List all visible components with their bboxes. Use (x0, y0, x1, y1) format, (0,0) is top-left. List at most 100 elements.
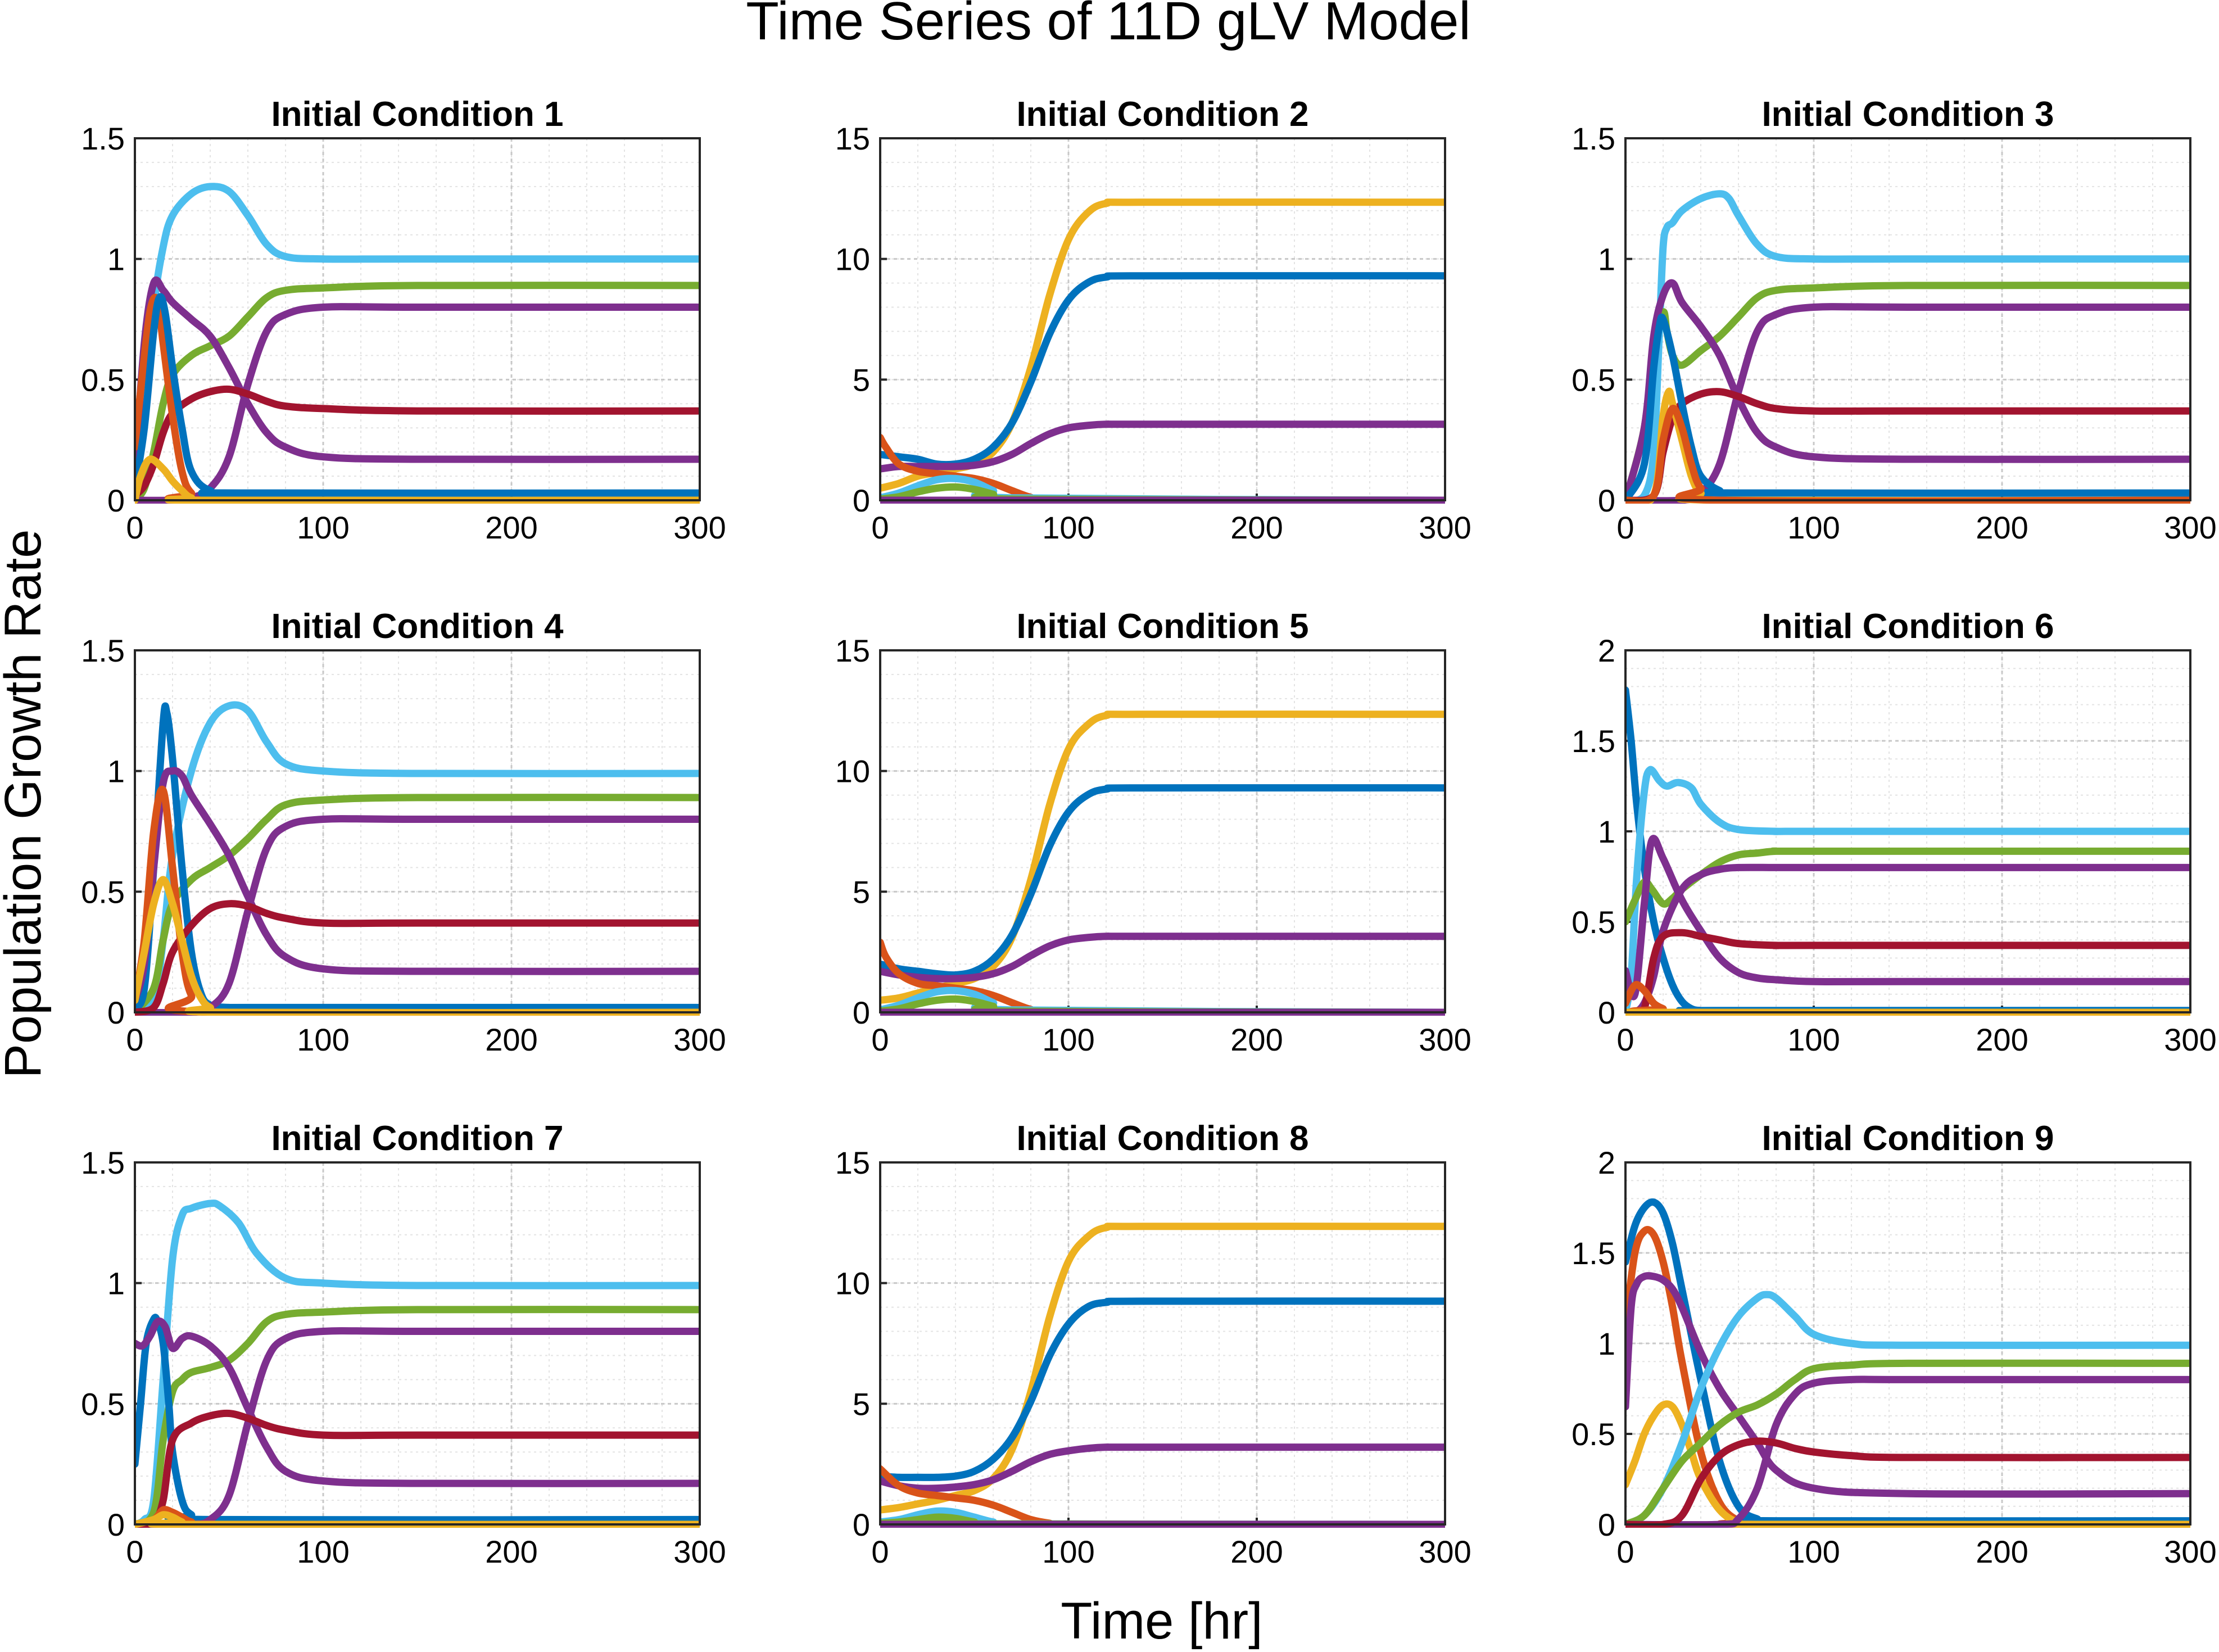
series-line-purple (135, 276, 700, 475)
y-tick-label: 15 (835, 1145, 870, 1180)
y-axis-label: Population Growth Rate (0, 529, 52, 1079)
figure-title: Time Series of 11D gLV Model (746, 0, 1470, 51)
series-line-cyan (135, 1200, 700, 1528)
plot-area (879, 649, 1446, 1013)
x-tick-label: 100 (297, 510, 349, 545)
series-line-red (1625, 929, 2190, 1016)
subplot-title: Initial Condition 5 (1016, 607, 1308, 646)
subplot: 0 100 200 300 0 0.5 1 1.5 Initial Condition 1 (81, 95, 726, 545)
series-line-cyan (1625, 1291, 2190, 1528)
plot-area (134, 137, 701, 501)
y-tick-label: 2 (1598, 1145, 1615, 1180)
subplot: 0 100 200 300 0 0.5 1 1.5 2 Initial Condition 9 (1572, 1119, 2217, 1569)
x-tick-label: 300 (1419, 1534, 1471, 1569)
series-line-red (135, 900, 700, 1016)
plot-frame (879, 1161, 1446, 1526)
x-tick-label: 0 (1616, 510, 1634, 545)
series-line-purple (880, 420, 1445, 473)
y-tick-label: 10 (835, 242, 870, 277)
series-line-purple (1625, 1272, 2190, 1498)
series-line-red (135, 1409, 700, 1528)
plot-area (134, 649, 701, 1013)
x-tick-label: 0 (1616, 1534, 1634, 1569)
subplot-title: Initial Condition 6 (1761, 607, 2054, 646)
subplot-title: Initial Condition 2 (1016, 95, 1308, 134)
plot-frame (1624, 137, 2191, 501)
x-tick-label: 100 (1787, 1022, 1840, 1057)
x-tick-label: 300 (2164, 510, 2216, 545)
series-line-purple (1625, 835, 2190, 1001)
plot-area (879, 137, 1446, 501)
x-tick-label: 200 (1230, 510, 1283, 545)
y-tick-label: 0.5 (1572, 904, 1615, 940)
series-line-red (135, 385, 700, 499)
series-line-cyan (1625, 766, 2190, 1016)
y-tick-label: 0 (1598, 483, 1615, 518)
y-tick-label: 5 (853, 874, 870, 909)
series-group (135, 1200, 700, 1528)
x-tick-label: 300 (1419, 510, 1471, 545)
y-tick-label: 1 (1598, 1326, 1615, 1361)
y-tick-label: 5 (853, 1386, 870, 1422)
x-tick-label: 200 (1230, 1534, 1283, 1569)
series-line-blue (880, 1297, 1445, 1481)
series-line-purple (880, 933, 1445, 983)
y-tick-label: 5 (853, 362, 870, 397)
series-line-blue (135, 293, 700, 497)
x-axis-label: Time [hr] (1061, 1592, 1263, 1650)
subplot: 0 100 200 300 0 0.5 1 1.5 2 Initial Condition 6 (1572, 607, 2217, 1057)
series-group (1625, 190, 2190, 504)
series-line-cyan (1625, 190, 2190, 504)
subplot-title: Initial Condition 8 (1016, 1119, 1308, 1158)
y-tick-label: 0 (853, 1507, 870, 1542)
x-tick-label: 300 (2164, 1534, 2216, 1569)
series-group (135, 701, 700, 1016)
subplot: 0 100 200 300 0 5 10 15 Initial Condition 8 (835, 1119, 1471, 1569)
y-tick-label: 10 (835, 754, 870, 789)
series-line-green (135, 282, 700, 504)
subplot: 0 100 200 300 0 0.5 1 1.5 Initial Condition 4 (81, 607, 726, 1057)
y-tick-label: 1.5 (1572, 121, 1615, 156)
y-tick-label: 0 (853, 995, 870, 1030)
y-tick-label: 1 (1598, 242, 1615, 277)
y-tick-label: 1 (107, 242, 125, 277)
x-tick-label: 100 (1042, 510, 1094, 545)
series-line-green (135, 794, 700, 1016)
x-tick-label: 200 (485, 510, 537, 545)
y-tick-label: 0 (1598, 1507, 1615, 1542)
series-line-red (1625, 1437, 2190, 1528)
y-tick-label: 2 (1598, 633, 1615, 668)
x-tick-label: 0 (871, 1534, 889, 1569)
x-tick-label: 300 (673, 1534, 726, 1569)
x-tick-label: 100 (297, 1022, 349, 1057)
plot-frame (1624, 649, 2191, 1013)
series-line-purple (1625, 279, 2190, 504)
subplot-title: Initial Condition 4 (271, 607, 564, 646)
y-tick-label: 1 (1598, 814, 1615, 849)
x-tick-label: 0 (871, 1022, 889, 1057)
y-tick-label: 1.5 (1572, 1235, 1615, 1271)
plot-area (1624, 137, 2191, 501)
y-tick-label: 1.5 (1572, 723, 1615, 759)
series-line-green (135, 1306, 700, 1528)
x-tick-label: 200 (1976, 1022, 2028, 1057)
x-tick-label: 100 (1787, 510, 1840, 545)
x-tick-label: 200 (1230, 1022, 1283, 1057)
x-tick-label: 200 (1976, 1534, 2028, 1569)
series-line-blue (880, 784, 1445, 979)
subplot-title: Initial Condition 7 (271, 1119, 563, 1158)
series-line-yellow (880, 1223, 1445, 1514)
y-tick-label: 1 (107, 754, 125, 789)
series-line-purple (880, 1443, 1445, 1492)
x-tick-label: 200 (485, 1022, 537, 1057)
series-line-purple (135, 1317, 700, 1487)
x-tick-label: 300 (673, 1022, 726, 1057)
y-tick-label: 0.5 (81, 1386, 125, 1422)
plot-area (134, 1161, 701, 1526)
x-tick-label: 0 (871, 510, 889, 545)
y-tick-label: 0.5 (81, 362, 125, 397)
x-tick-label: 0 (126, 1022, 143, 1057)
x-tick-label: 300 (673, 510, 726, 545)
y-tick-label: 0.5 (1572, 362, 1615, 397)
